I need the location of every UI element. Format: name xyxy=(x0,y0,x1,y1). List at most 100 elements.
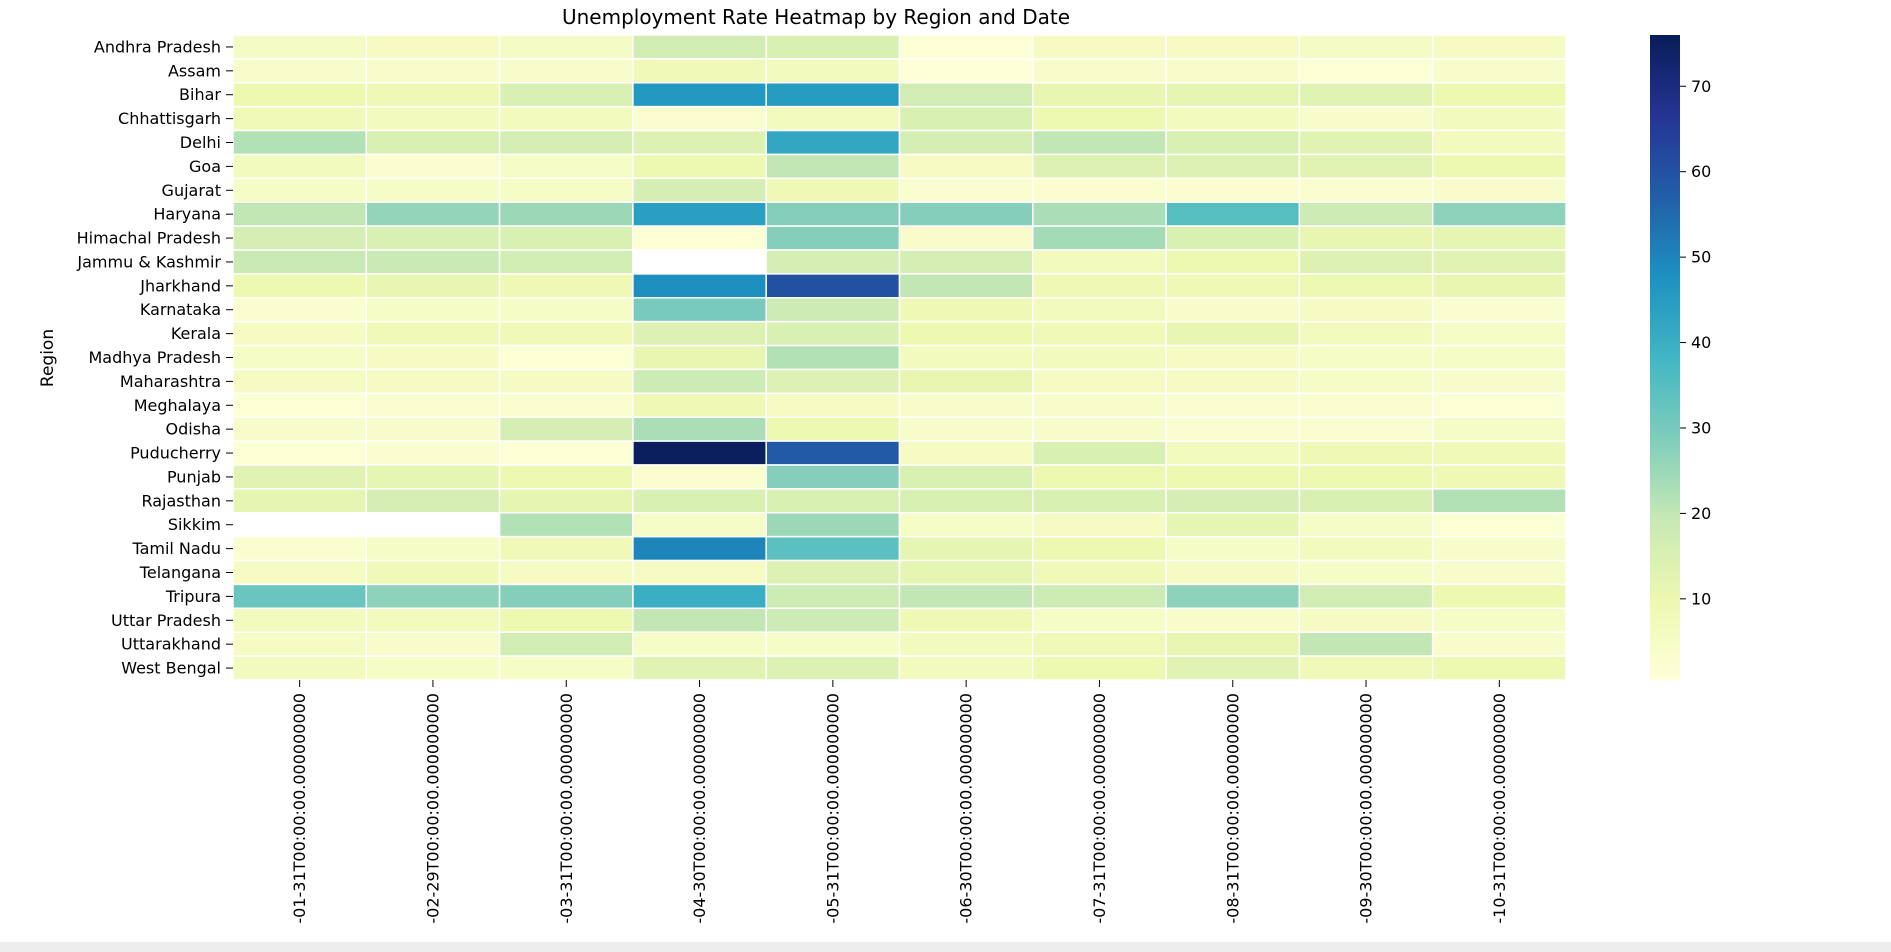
heatmap-cell xyxy=(1298,105,1434,132)
heatmap-cell xyxy=(1298,535,1434,562)
y-tick-label: Andhra Pradesh xyxy=(94,37,221,56)
heatmap-cell xyxy=(1298,201,1434,227)
heatmap-cell xyxy=(1298,368,1434,395)
heatmap-cell xyxy=(898,297,1034,323)
heatmap-cell xyxy=(1165,535,1301,562)
heatmap-cell xyxy=(765,607,901,633)
heatmap-cell xyxy=(1298,392,1434,418)
heatmap-cell xyxy=(1165,440,1301,466)
heatmap-cell xyxy=(498,153,634,180)
heatmap-cell xyxy=(765,201,901,227)
heatmap-cell xyxy=(365,368,501,395)
heatmap-cell xyxy=(365,655,501,681)
heatmap-cell xyxy=(232,320,368,347)
colorbar xyxy=(1650,35,1680,680)
heatmap-cell xyxy=(498,392,634,418)
heatmap-cell xyxy=(365,535,501,562)
heatmap-cell xyxy=(898,105,1034,132)
heatmap-cell xyxy=(1032,344,1167,371)
heatmap-cell xyxy=(765,129,901,156)
heatmap-cell xyxy=(632,583,767,610)
heatmap-cell xyxy=(1032,153,1167,180)
heatmap-cell xyxy=(1298,416,1434,442)
heatmap-cell xyxy=(1298,58,1434,84)
heatmap-cell xyxy=(1431,153,1567,180)
heatmap-cell xyxy=(898,535,1034,562)
heatmap-cell xyxy=(1298,297,1434,323)
heatmap-cell xyxy=(632,559,767,586)
heatmap-cell xyxy=(1032,225,1167,251)
heatmap-cell xyxy=(1032,655,1167,681)
heatmap-cell xyxy=(1165,82,1301,108)
heatmap-cell xyxy=(232,655,368,681)
colorbar-tick-label: 60 xyxy=(1691,162,1711,181)
x-tick-label: -03-31T00:00:00.000000000 xyxy=(557,693,576,924)
y-tick-label: Goa xyxy=(189,157,221,176)
heatmap-cell xyxy=(632,177,767,203)
heatmap-cell xyxy=(1298,631,1434,657)
colorbar-tick-label: 30 xyxy=(1691,418,1711,437)
y-axis-label: Region xyxy=(38,329,58,387)
heatmap-cell xyxy=(365,225,501,251)
heatmap-cell xyxy=(365,631,501,657)
heatmap-cell xyxy=(232,129,368,156)
heatmap-cell xyxy=(632,273,767,299)
heatmap-cell xyxy=(1032,583,1167,610)
heatmap-cell xyxy=(365,273,501,299)
heatmap-cell xyxy=(1165,631,1301,657)
heatmap-cell xyxy=(1032,416,1167,442)
heatmap-cell xyxy=(498,464,634,490)
heatmap-cell xyxy=(898,464,1034,490)
heatmap-cell xyxy=(498,512,634,538)
heatmap-cell xyxy=(1032,249,1167,275)
heatmap-cell xyxy=(1032,631,1167,657)
heatmap-cell xyxy=(232,105,368,132)
heatmap-cell xyxy=(632,607,767,633)
y-tick-label: Himachal Pradesh xyxy=(77,229,221,248)
heatmap-cell xyxy=(765,535,901,562)
x-tick-label: -02-29T00:00:00.000000000 xyxy=(423,693,442,924)
heatmap-cell xyxy=(498,488,634,514)
heatmap-cell xyxy=(498,249,634,275)
heatmap-cell xyxy=(898,129,1034,156)
heatmap-cell xyxy=(765,153,901,180)
y-tick-label: Punjab xyxy=(167,467,221,486)
heatmap-cell xyxy=(498,559,634,586)
heatmap-cell xyxy=(232,82,368,108)
y-tick-label: Bihar xyxy=(179,85,221,104)
heatmap-cell xyxy=(1032,58,1167,84)
heatmap-cell xyxy=(765,392,901,418)
heatmap-cell xyxy=(1298,607,1434,633)
heatmap-cell xyxy=(232,344,368,371)
heatmap-cell xyxy=(1431,58,1567,84)
heatmap-cell xyxy=(1431,297,1567,323)
heatmap-cell xyxy=(632,535,767,562)
heatmap-cell xyxy=(498,320,634,347)
heatmap-cell xyxy=(1298,320,1434,347)
heatmap-cell xyxy=(1298,488,1434,514)
colorbar-tick-label: 40 xyxy=(1691,333,1711,352)
colorbar-tick-label: 10 xyxy=(1691,589,1711,608)
heatmap-cell xyxy=(498,440,634,466)
y-tick-label: Jharkhand xyxy=(139,276,221,295)
heatmap-cell xyxy=(1032,34,1167,60)
y-tick-label: Madhya Pradesh xyxy=(89,348,222,367)
heatmap-cell xyxy=(498,631,634,657)
heatmap-cell xyxy=(498,34,634,60)
heatmap-cell xyxy=(898,344,1034,371)
heatmap-cell xyxy=(898,153,1034,180)
y-tick-label: Haryana xyxy=(153,205,221,224)
heatmap-cell xyxy=(1165,105,1301,132)
heatmap-cell xyxy=(765,655,901,681)
heatmap-cell xyxy=(1431,655,1567,681)
heatmap-cell xyxy=(232,58,368,84)
y-tick-label: Gujarat xyxy=(162,181,221,200)
heatmap-cell xyxy=(765,416,901,442)
heatmap-cell xyxy=(765,488,901,514)
heatmap-cell xyxy=(1032,105,1167,132)
heatmap-cell xyxy=(1165,583,1301,610)
heatmap-cell xyxy=(1165,368,1301,395)
heatmap-cell xyxy=(765,631,901,657)
heatmap-cell xyxy=(765,368,901,395)
heatmap-cell xyxy=(232,559,368,586)
